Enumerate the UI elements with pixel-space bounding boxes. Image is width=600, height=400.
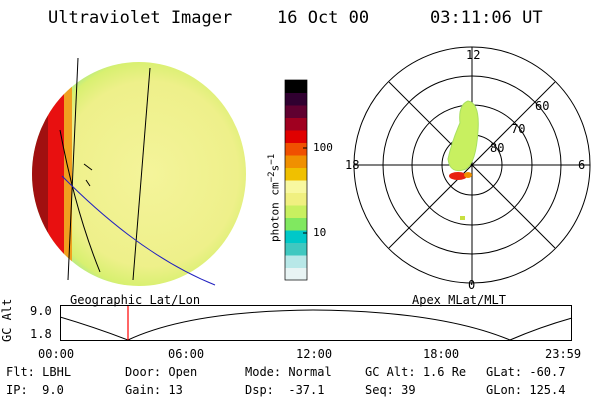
mlt-6-label: 6 bbox=[578, 158, 585, 172]
earth-disk bbox=[32, 62, 246, 286]
colorbar-segment bbox=[285, 80, 307, 93]
auroral-spot-edge bbox=[464, 172, 472, 178]
colorbar bbox=[284, 79, 308, 281]
lat-60-label: 60 bbox=[535, 99, 549, 113]
status-door: Door: Open bbox=[125, 365, 198, 379]
xtick-1200: 12:00 bbox=[296, 347, 333, 361]
geographic-label: Geographic Lat/Lon bbox=[70, 293, 201, 307]
instrument-title: Ultraviolet Imager bbox=[48, 8, 233, 28]
colorbar-tick-100: 100 bbox=[313, 141, 333, 154]
dayglow-band-edge bbox=[64, 80, 72, 280]
xtick-0600: 06:00 bbox=[168, 347, 205, 361]
colorbar-tick-10: 10 bbox=[313, 226, 327, 239]
colorbar-segment bbox=[285, 242, 307, 256]
mlt-0-label: 0 bbox=[468, 278, 475, 290]
xtick-2359: 23:59 bbox=[545, 347, 582, 361]
colorbar-segment bbox=[285, 217, 307, 231]
colorbar-segment bbox=[285, 105, 307, 118]
geographic-image bbox=[32, 57, 246, 286]
altitude-curve bbox=[60, 309, 573, 341]
status-gain: Gain: 13 bbox=[125, 383, 183, 397]
time-label: 03:11:06 UT bbox=[430, 8, 543, 28]
colorbar-segment bbox=[285, 267, 307, 281]
altitude-ytick-top: 9.0 bbox=[30, 304, 52, 318]
altitude-plot bbox=[60, 305, 573, 341]
colorbar-segment bbox=[285, 142, 307, 156]
status-seq: Seq: 39 bbox=[365, 383, 416, 397]
lat-80-label: 80 bbox=[490, 141, 504, 155]
colorbar-segment bbox=[285, 192, 307, 206]
polar-label: Apex MLat/MLT bbox=[412, 293, 506, 307]
status-glon: GLon: 125.4 bbox=[486, 383, 566, 397]
colorbar-segment bbox=[285, 167, 307, 181]
colorbar-segment bbox=[285, 205, 307, 218]
mlt-18-label: 18 bbox=[345, 158, 359, 172]
geographic-grid bbox=[59, 57, 151, 281]
colorbar-segment bbox=[285, 230, 307, 243]
dayglow-band-dark bbox=[32, 80, 48, 280]
status-flt: Flt: LBHL bbox=[6, 365, 72, 379]
altitude-ytick-bottom: 1.8 bbox=[30, 327, 52, 341]
xtick-1800: 18:00 bbox=[423, 347, 460, 361]
colorbar-unit-label: photon cm−2s−1 bbox=[266, 153, 282, 242]
status-dsp: Dsp: -37.1 bbox=[245, 383, 325, 397]
status-ip: IP: 9.0 bbox=[6, 383, 64, 397]
polar-plot: 12 18 6 0 60 70 80 bbox=[345, 46, 591, 290]
lat-70-label: 70 bbox=[511, 122, 525, 136]
altitude-ylabel: GC Alt bbox=[0, 298, 14, 342]
colorbar-segment bbox=[285, 130, 307, 143]
colorbar-segment bbox=[285, 155, 307, 168]
mlt-12-label: 12 bbox=[466, 48, 480, 62]
colorbar-segment bbox=[285, 255, 307, 268]
altitude-plot-frame bbox=[60, 305, 572, 341]
auroral-spot-small bbox=[460, 216, 465, 220]
colorbar-segment bbox=[285, 92, 307, 106]
auroral-spot-bright bbox=[449, 172, 467, 180]
colorbar-segment bbox=[285, 180, 307, 193]
auroral-oval bbox=[447, 100, 479, 172]
status-mode: Mode: Normal bbox=[245, 365, 332, 379]
dayglow-band-bright bbox=[48, 80, 64, 280]
colorbar-segment bbox=[285, 117, 307, 131]
polar-grid bbox=[353, 46, 591, 284]
terminator-line bbox=[61, 175, 216, 286]
status-glat: GLat: -60.7 bbox=[486, 365, 566, 379]
status-gcalt: GC Alt: 1.6 Re bbox=[365, 365, 467, 379]
xtick-0000: 00:00 bbox=[38, 347, 75, 361]
date-label: 16 Oct 00 bbox=[277, 8, 370, 28]
